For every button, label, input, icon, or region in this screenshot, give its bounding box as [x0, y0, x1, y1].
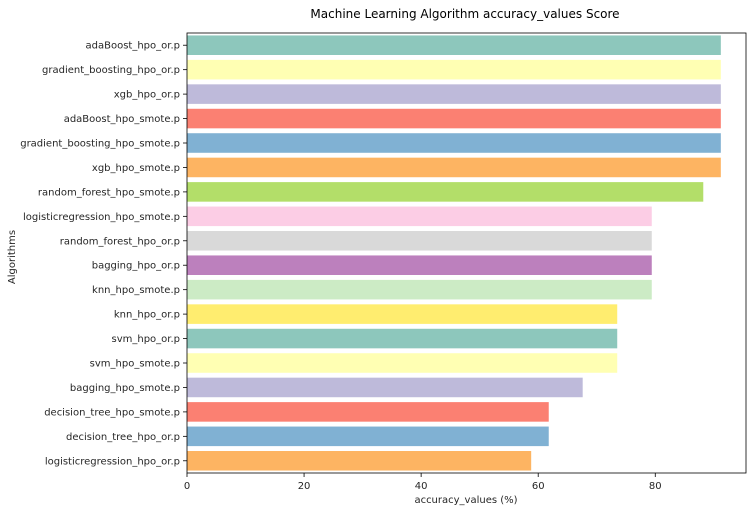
y-tick-label: knn_hpo_smote.p	[92, 285, 180, 296]
bar-adaBoost_hpo_or.p	[187, 35, 721, 55]
x-tick-label: 80	[649, 481, 662, 492]
y-tick-label: svm_hpo_smote.p	[90, 359, 180, 370]
y-tick-label: gradient_boosting_hpo_smote.p	[20, 139, 180, 150]
bar-gradient_boosting_hpo_or.p	[187, 59, 721, 80]
bar-logisticregression_hpo_smote.p	[187, 206, 652, 227]
bar-bagging_hpo_smote.p	[187, 377, 583, 398]
y-tick-label: random_forest_hpo_smote.p	[38, 187, 180, 198]
y-tick-label: bagging_hpo_or.p	[92, 261, 180, 272]
y-tick-label: adaBoost_hpo_or.p	[86, 41, 180, 52]
plot-frame	[186, 32, 747, 474]
x-axis-label: accuracy_values (%)	[414, 495, 517, 506]
bar-knn_hpo_or.p	[187, 304, 618, 324]
bar-logisticregression_hpo_or.p	[187, 451, 532, 471]
bar-decision_tree_hpo_or.p	[187, 426, 549, 447]
y-tick-label: decision_tree_hpo_or.p	[66, 432, 180, 443]
y-tick-label: decision_tree_hpo_smote.p	[44, 407, 180, 418]
y-tick-label: logisticregression_hpo_smote.p	[23, 212, 180, 223]
y-tick-label: adaBoost_hpo_smote.p	[64, 114, 180, 125]
y-tick-label: gradient_boosting_hpo_or.p	[42, 65, 180, 76]
x-tick-label: 0	[184, 481, 190, 492]
y-axis-label: Algorithms	[7, 230, 18, 284]
bar-xgb_hpo_or.p	[187, 84, 721, 104]
y-tick-label: logisticregression_hpo_or.p	[45, 456, 180, 467]
y-tick-labels: adaBoost_hpo_or.p gradient_boosting_hpo_o…	[20, 41, 187, 467]
bar-random_forest_hpo_smote.p	[187, 182, 704, 202]
x-tick-label: 20	[298, 481, 311, 492]
bar-svm_hpo_or.p	[187, 328, 618, 349]
y-tick-label: svm_hpo_or.p	[111, 334, 180, 345]
bar-decision_tree_hpo_smote.p	[187, 402, 549, 422]
y-tick-label: random_forest_hpo_or.p	[60, 236, 180, 247]
chart-title: Machine Learning Algorithm accuracy_valu…	[310, 7, 619, 21]
y-tick-label: bagging_hpo_smote.p	[70, 383, 180, 394]
bar-knn_hpo_smote.p	[187, 279, 652, 300]
bar-xgb_hpo_smote.p	[187, 157, 721, 178]
x-ticks: 0 20 40 60 80	[184, 473, 662, 492]
bar-bagging_hpo_or.p	[187, 255, 652, 275]
bars-group	[187, 35, 721, 471]
bar-gradient_boosting_hpo_smote.p	[187, 133, 721, 153]
y-tick-label: xgb_hpo_or.p	[114, 90, 180, 101]
y-tick-label: knn_hpo_or.p	[114, 310, 180, 321]
y-tick-label: xgb_hpo_smote.p	[92, 163, 180, 174]
x-tick-label: 60	[532, 481, 545, 492]
bar-random_forest_hpo_or.p	[187, 231, 652, 251]
x-tick-label: 40	[415, 481, 428, 492]
bar-svm_hpo_smote.p	[187, 353, 618, 373]
bar-adaBoost_hpo_smote.p	[187, 108, 721, 129]
